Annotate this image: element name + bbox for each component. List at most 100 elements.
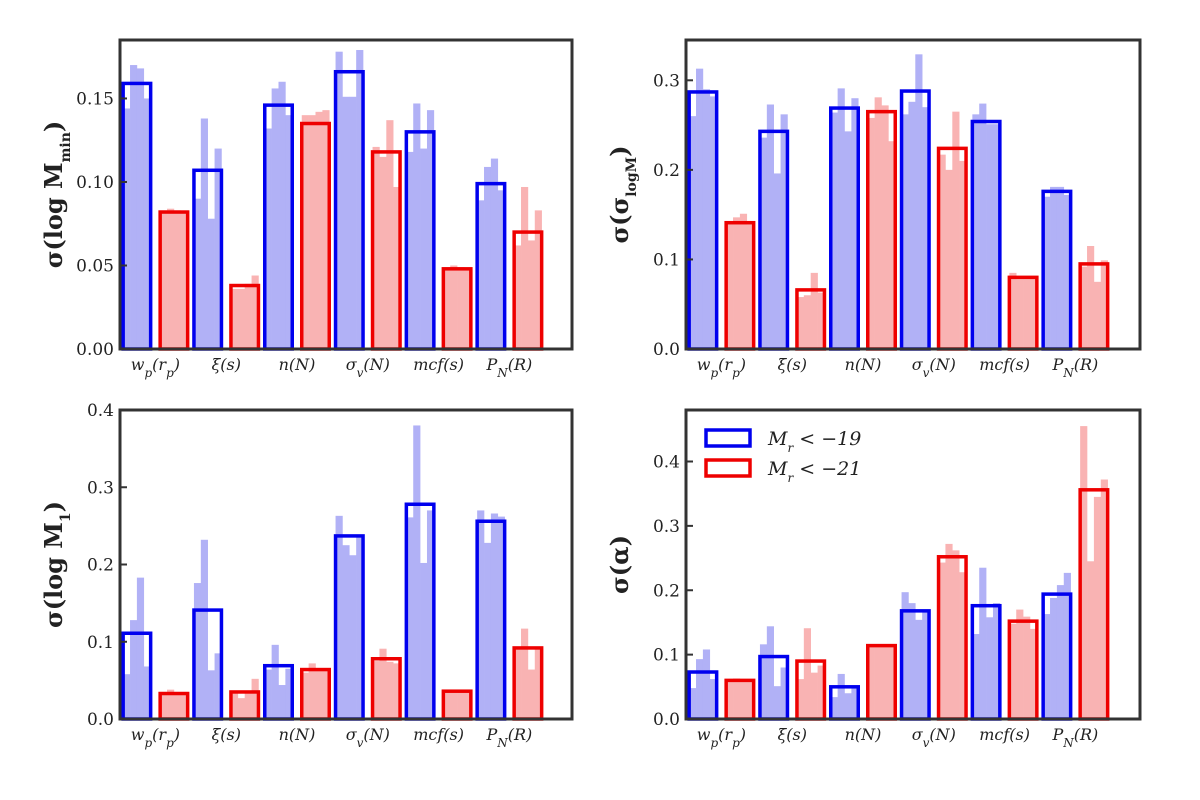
subsample-bar [123,674,131,719]
subsample-bar [1029,628,1038,720]
subsample-bar [372,146,380,349]
subsample-bar [780,114,788,349]
subsample-bar [1063,194,1071,349]
category-label: mcf(s) [979,725,1030,744]
subsample-bar [851,98,859,349]
subsample-bar [123,108,131,349]
subsample-bar [477,510,485,719]
subsample-bar [803,628,811,719]
y-tick-label: 0.2 [87,556,114,576]
subsample-bar [888,141,896,349]
subsample-bar [420,148,428,349]
subsample-bar [315,669,323,719]
subsample-bar [180,692,188,719]
subsample-bar [379,648,387,719]
subsample-bar [160,691,168,719]
subsample-bar [244,283,252,349]
category-label: wp(rp) [697,725,746,750]
axes-frame [684,38,1142,351]
subsample-bar [867,117,875,349]
y-axis-label: σ(σlogM) [605,145,640,243]
subsample-bar [959,160,967,349]
subsample-bar [251,275,259,349]
subsample-bar [349,555,357,719]
subsample-bar [945,169,953,349]
subsample-bar [1016,609,1024,719]
legend-swatch [704,458,752,478]
subsample-bar [173,210,182,349]
category-label: ξ(s) [777,725,807,744]
subsample-bar [881,645,889,719]
subsample-bar [1080,426,1088,719]
subsample-bar [200,118,208,349]
category-label: n(N) [845,725,882,744]
subsample-bar [874,644,882,719]
subsample-bar [386,120,394,349]
subsample-bar [1087,561,1095,719]
subsample-bar [746,680,754,720]
subsample-bar [689,116,697,349]
subsample-bar [1100,260,1108,349]
subsample-bar [450,265,458,349]
subsample-bar [393,186,401,349]
category-label: n(N) [845,355,882,374]
subsample-bar [315,111,323,349]
y-tick-label: 0.1 [653,646,680,666]
subsample-bar [759,137,768,349]
y-tick-label: 0.4 [87,401,114,421]
subsample-bar [952,111,960,350]
subsample-bar [477,200,485,349]
category-label: n(N) [279,355,316,374]
y-tick-label: 0.1 [87,633,114,653]
subsample-bar [952,550,960,719]
category-label: σv(N) [346,725,390,750]
subsample-bar [1009,623,1017,719]
panel-4: wp(rp) ξ(s) n(N) σv(N) mcf(s) PN(R) 0.0 0.1 0.2 0… [605,408,1142,750]
subsample-bar [214,653,222,719]
subsample-bar [726,679,734,719]
subsample-bar [136,68,145,349]
subsample-bar [888,644,896,719]
subsample-bar [739,213,748,349]
subsample-bar [702,649,711,719]
subsample-bar [285,115,293,349]
subsample-bar [335,51,343,349]
subsample-bar [514,648,522,719]
subsample-bar [406,151,414,349]
subsample-bar [527,669,536,719]
subsample-bar [881,105,889,349]
subsample-bar [1023,616,1031,719]
subsample-bar [193,583,202,719]
y-tick-label: 0.0 [87,710,114,730]
category-label: mcf(s) [413,725,464,744]
y-tick-label: 0.15 [76,89,114,109]
category-label: mcf(s) [413,355,464,374]
subsample-bar [521,186,529,349]
subsample-bar [173,693,182,719]
panel-3: wp(rp) ξ(s) n(N) σv(N) mcf(s) PN(R) 0.0 0.1 0.2 0… [39,401,574,750]
subsample-bar [244,691,252,719]
y-tick-label: 0.00 [76,340,114,360]
subsample-bar [773,686,781,719]
subsample-bar [497,190,505,349]
subsample-bar [1023,279,1031,349]
subsample-bar [1056,186,1065,349]
category-label: ξ(s) [211,725,241,744]
subsample-bar [979,567,987,719]
subsample-bar [413,425,421,719]
subsample-bar [264,669,272,719]
category-label: PN(R) [1052,725,1099,750]
subsample-bar [830,697,838,719]
subsample-bar [527,240,536,349]
category-label: σv(N) [912,355,956,380]
subsample-bar [696,68,704,349]
subsample-bar [1093,496,1102,719]
subsample-bar [301,672,309,719]
subsample-bar [796,297,805,349]
subsample-bar [908,603,916,720]
subsample-bar [938,562,946,719]
subsample-bar [335,515,343,719]
subsample-bar [766,626,774,719]
y-tick-label: 0.1 [653,250,680,270]
